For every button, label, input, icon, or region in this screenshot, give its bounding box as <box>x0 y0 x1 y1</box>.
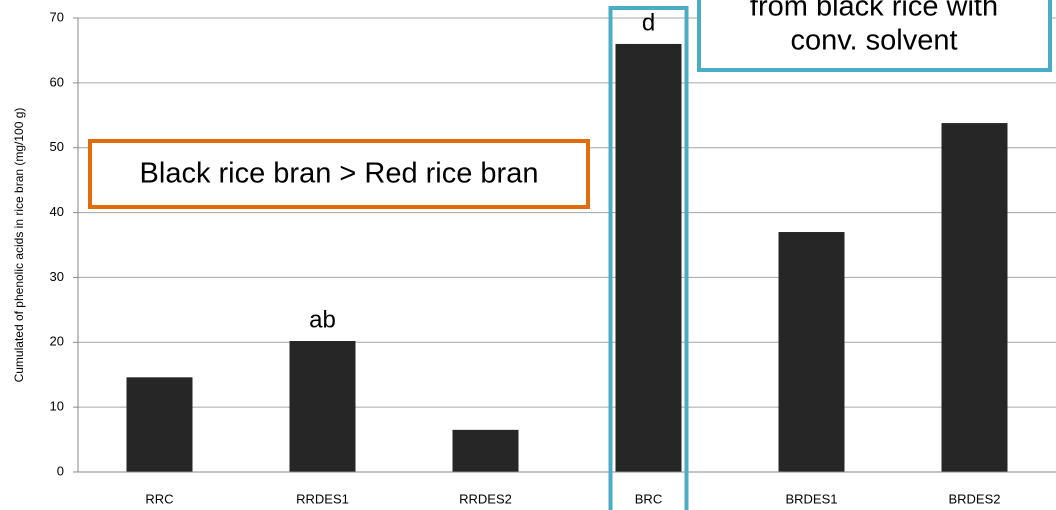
bar-label: d <box>642 9 655 36</box>
y-tick-label: 60 <box>50 74 64 89</box>
y-tick-label: 0 <box>57 463 64 478</box>
highlight-box <box>608 6 689 510</box>
y-axis-label: Cumulated of phenolic acids in rice bran… <box>12 108 26 383</box>
bar <box>941 123 1008 472</box>
bar <box>452 429 519 472</box>
x-tick-label: BRDES1 <box>785 491 837 506</box>
y-tick-label: 20 <box>50 334 64 349</box>
annotation: Black rice bran > Red rice bran <box>140 158 539 190</box>
y-tick-label: 70 <box>50 9 64 24</box>
x-tick-label: RRDES2 <box>459 491 512 506</box>
bar <box>778 232 845 472</box>
x-tick-label: RRDES1 <box>296 491 349 506</box>
bar-label: ab <box>309 306 336 333</box>
annotation: from black rice with <box>750 0 998 23</box>
x-tick-label: RRC <box>145 491 173 506</box>
plot: 0 10 20 30 40 50 60 70 RRC RRDES1 ab RRDES2 BRC d BRDE… <box>50 6 1056 510</box>
annotation-box <box>697 0 1052 72</box>
x-tick-label: BRDES2 <box>948 491 1000 506</box>
y-tick-label: 10 <box>50 399 64 414</box>
annotation: conv. solvent <box>790 25 957 57</box>
bar <box>615 43 682 472</box>
bar <box>289 340 356 472</box>
bar <box>126 377 193 472</box>
y-tick-label: 30 <box>50 269 64 284</box>
annotation-box <box>88 139 590 209</box>
y-tick-label: 40 <box>50 204 64 219</box>
y-tick-label: 50 <box>50 139 64 154</box>
x-tick-label: BRC <box>635 491 662 506</box>
